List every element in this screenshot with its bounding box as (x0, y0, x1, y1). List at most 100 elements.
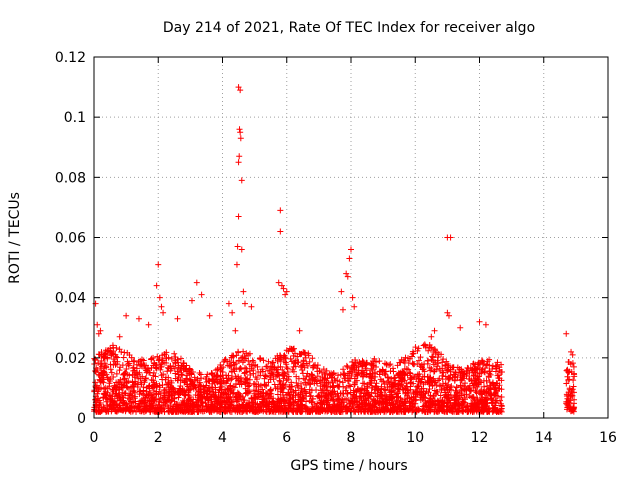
band-point (388, 394, 395, 401)
band-point (351, 408, 358, 415)
band-point (179, 406, 186, 413)
band-point (439, 398, 446, 405)
band-point (365, 395, 372, 402)
data-point (237, 87, 244, 94)
band-point (402, 354, 409, 361)
band-point (363, 359, 370, 366)
band-point (130, 358, 137, 365)
band-point (331, 388, 338, 395)
band-point (476, 390, 483, 397)
band-point (377, 376, 384, 383)
band-point (210, 375, 217, 382)
band-point (113, 408, 120, 415)
band-point (300, 375, 307, 382)
band-point (269, 360, 276, 367)
band-point (402, 398, 409, 405)
band-point (104, 348, 111, 355)
band-point (263, 373, 270, 380)
band-point (349, 364, 356, 371)
band-point (222, 380, 229, 387)
data-point (277, 207, 284, 214)
band-point (342, 387, 349, 394)
band-point (248, 363, 255, 370)
band-point (458, 392, 465, 399)
band-point (158, 399, 165, 406)
data-point (160, 309, 167, 316)
band-point (199, 402, 206, 409)
band-point (157, 366, 164, 373)
band-point (235, 376, 242, 383)
band-point (112, 390, 119, 397)
band-point (122, 390, 129, 397)
band-point (202, 375, 209, 382)
data-point (236, 126, 243, 133)
band-point (292, 389, 299, 396)
band-point (565, 400, 572, 407)
band-point (406, 355, 413, 362)
band-point (252, 361, 259, 368)
band-point (289, 383, 296, 390)
band-point (267, 386, 274, 393)
band-point (163, 349, 170, 356)
band-point (144, 367, 151, 374)
data-point (296, 327, 303, 334)
band-point (154, 408, 161, 415)
band-point (317, 383, 324, 390)
band-point (183, 400, 190, 407)
band-point (376, 371, 383, 378)
band-point (306, 389, 313, 396)
band-point (336, 378, 343, 385)
band-point (280, 369, 287, 376)
band-point (357, 387, 364, 394)
band-point (401, 371, 408, 378)
chart-title: Day 214 of 2021, Rate Of TEC Index for r… (163, 20, 535, 36)
band-point (220, 390, 227, 397)
data-point (155, 261, 162, 268)
band-point (466, 386, 473, 393)
band-point (415, 345, 422, 352)
band-point (426, 399, 433, 406)
band-point (452, 387, 459, 394)
band-point (113, 379, 120, 386)
band-point (217, 367, 224, 374)
band-point (175, 362, 182, 369)
band-point (107, 366, 114, 373)
band-point (279, 366, 286, 373)
band-point (340, 366, 347, 373)
band-point (327, 383, 334, 390)
band-point (120, 384, 127, 391)
band-point (405, 406, 412, 413)
band-point (372, 359, 379, 366)
band-point (319, 386, 326, 393)
band-point (287, 395, 294, 402)
x-tick-label: 8 (347, 430, 356, 446)
band-point (421, 373, 428, 380)
band-point (325, 395, 332, 402)
band-point (300, 349, 307, 356)
band-point (124, 358, 131, 365)
band-point (353, 377, 360, 384)
band-point (120, 354, 127, 361)
band-point (397, 370, 404, 377)
band-point (131, 357, 138, 364)
band-point (438, 402, 445, 409)
band-point (414, 371, 421, 378)
band-point (140, 357, 147, 364)
band-point (291, 399, 298, 406)
band-point (258, 407, 265, 414)
band-point (342, 375, 349, 382)
band-point (458, 386, 465, 393)
band-point (351, 381, 358, 388)
band-point (323, 367, 330, 374)
data-point (116, 333, 123, 340)
band-point (456, 405, 463, 412)
band-point (294, 353, 301, 360)
band-point (438, 351, 445, 358)
band-point (165, 381, 172, 388)
band-point (104, 355, 111, 362)
band-point (328, 393, 335, 400)
band-point (193, 399, 200, 406)
band-point (349, 395, 356, 402)
band-point (563, 398, 570, 405)
y-tick-label: 0 (77, 411, 86, 427)
